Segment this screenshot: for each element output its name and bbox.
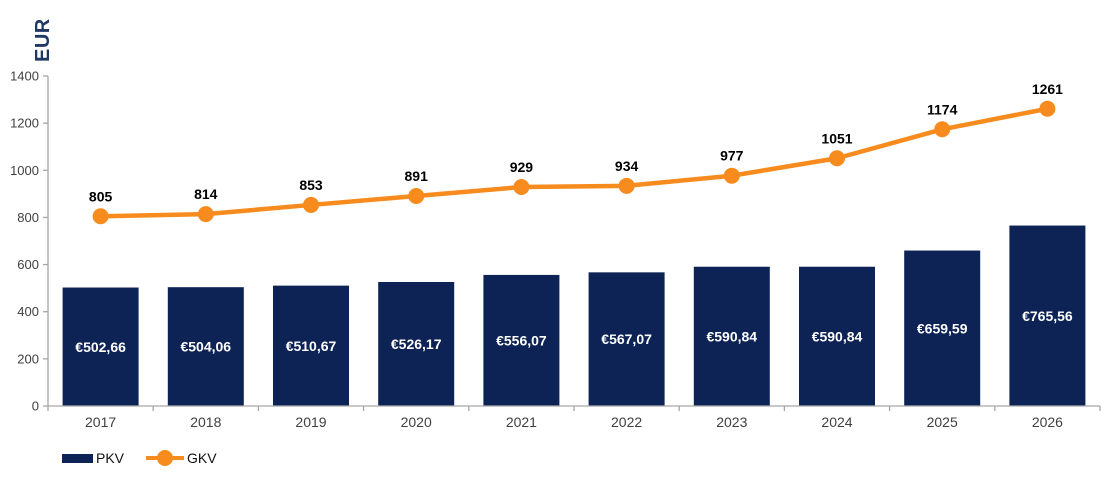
pkv-bar — [588, 272, 665, 406]
x-tick-label: 2020 — [401, 414, 432, 430]
gkv-value-label: 805 — [89, 188, 113, 204]
x-tick-label: 2025 — [927, 414, 958, 430]
x-tick-label: 2017 — [85, 414, 116, 430]
x-tick-label: 2022 — [611, 414, 642, 430]
gkv-point — [934, 121, 951, 138]
pkv-bar — [378, 281, 455, 406]
legend-item-gkv: GKV — [146, 450, 217, 466]
gkv-marker-icon — [157, 450, 174, 466]
y-tick-label: 1000 — [10, 163, 39, 178]
gkv-point — [1039, 100, 1056, 117]
gkv-value-label: 929 — [510, 159, 534, 175]
pkv-bar-value-label: €567,07 — [601, 331, 652, 347]
gkv-value-label: 891 — [405, 168, 429, 184]
pkv-bar-value-label: €659,59 — [917, 320, 968, 336]
x-tick-label: 2019 — [295, 414, 326, 430]
pkv-bar-value-label: €590,84 — [812, 328, 863, 344]
x-tick-label: 2021 — [506, 414, 537, 430]
legend-label-gkv: GKV — [187, 450, 217, 466]
pkv-bar-value-label: €590,84 — [706, 328, 757, 344]
y-tick-label: 1200 — [10, 116, 39, 131]
y-tick-label: 1400 — [10, 69, 39, 84]
chart-canvas: €502,66 €504,06 €510,67 €526,17 €556,07 €567,… — [10, 69, 1101, 430]
pkv-bar — [273, 285, 349, 406]
legend-label-pkv: PKV — [96, 450, 125, 466]
gkv-value-label: 1261 — [1032, 81, 1063, 97]
pkv-bar-value-label: €510,67 — [286, 338, 337, 354]
gkv-point — [723, 167, 740, 184]
gkv-point — [618, 177, 635, 194]
gkv-value-label: 853 — [299, 177, 323, 193]
x-tick-label: 2023 — [716, 414, 747, 430]
x-tick-label: 2024 — [821, 414, 852, 430]
gkv-point — [303, 196, 319, 213]
y-tick-label: 600 — [17, 257, 39, 272]
legend-item-pkv: PKV — [62, 450, 124, 466]
gkv-point — [92, 208, 109, 225]
pkv-bar-value-label: €556,07 — [496, 332, 547, 348]
gkv-value-label: 1051 — [821, 130, 852, 146]
pkv-bar-value-label: €526,17 — [391, 336, 442, 352]
pkv-bar — [799, 266, 875, 406]
pkv-bar-swatch-icon — [62, 453, 93, 463]
gkv-value-label: 934 — [615, 158, 639, 174]
gkv-point — [408, 187, 425, 204]
gkv-value-label: 977 — [720, 148, 744, 164]
chart-legend: PKV GKV — [62, 450, 217, 466]
gkv-point — [513, 179, 530, 196]
pkv-bar — [1009, 225, 1086, 406]
y-axis-title: EUR — [32, 18, 54, 62]
pkv-bar — [693, 266, 770, 406]
gkv-point — [829, 150, 845, 167]
x-tick-label: 2026 — [1032, 414, 1063, 430]
pkv-bar — [904, 250, 981, 406]
pkv-bar — [483, 274, 560, 406]
pkv-bar-value-label: €765,56 — [1022, 308, 1073, 324]
gkv-line-swatch-icon — [146, 450, 185, 466]
y-tick-label: 200 — [17, 351, 39, 366]
pkv-bar-value-label: €502,66 — [75, 339, 126, 355]
pkv-bar — [62, 287, 139, 406]
gkv-value-label: 1174 — [927, 101, 958, 117]
pkv-bar-value-label: €504,06 — [180, 339, 231, 355]
x-tick-label: 2018 — [190, 414, 221, 430]
gkv-point — [197, 206, 214, 223]
gkv-line — [98, 106, 1050, 219]
y-tick-label: 0 — [32, 399, 39, 414]
pkv-bar — [167, 287, 244, 406]
y-tick-label: 400 — [17, 304, 39, 319]
gkv-value-label: 814 — [194, 186, 218, 202]
y-tick-label: 800 — [17, 210, 39, 225]
